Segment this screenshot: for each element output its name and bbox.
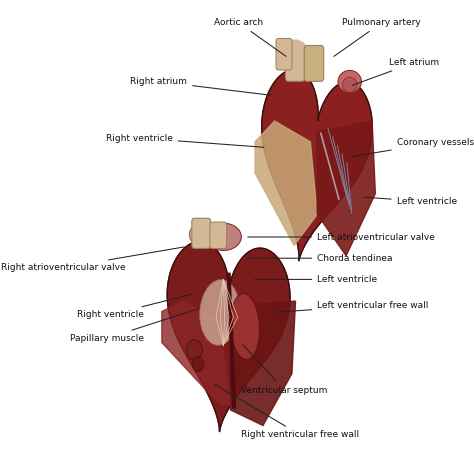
Text: Right ventricular free wall: Right ventricular free wall	[215, 384, 359, 439]
Circle shape	[192, 357, 204, 372]
Circle shape	[186, 340, 202, 360]
FancyBboxPatch shape	[192, 218, 210, 248]
Text: Right atrioventricular valve: Right atrioventricular valve	[1, 247, 184, 272]
Ellipse shape	[338, 70, 362, 93]
Text: Pulmonary artery: Pulmonary artery	[334, 18, 421, 56]
Text: Ventricular septum: Ventricular septum	[241, 345, 328, 395]
Text: Right ventricle: Right ventricle	[106, 134, 264, 147]
FancyBboxPatch shape	[276, 38, 292, 70]
Text: Left atrioventricular valve: Left atrioventricular valve	[248, 233, 435, 241]
Ellipse shape	[200, 280, 240, 345]
FancyBboxPatch shape	[210, 222, 227, 248]
Polygon shape	[317, 121, 375, 256]
Text: Left ventricular free wall: Left ventricular free wall	[277, 301, 428, 312]
Polygon shape	[255, 121, 317, 246]
Ellipse shape	[343, 77, 357, 92]
Text: Left ventricle: Left ventricle	[255, 275, 377, 284]
Ellipse shape	[205, 223, 241, 250]
Text: Left atrium: Left atrium	[352, 58, 439, 85]
FancyBboxPatch shape	[304, 46, 324, 82]
Polygon shape	[262, 70, 372, 261]
Text: Right ventricle: Right ventricle	[77, 294, 191, 319]
Polygon shape	[230, 301, 295, 426]
Ellipse shape	[189, 223, 214, 246]
Text: Coronary vessels: Coronary vessels	[353, 138, 474, 156]
Text: Aortic arch: Aortic arch	[214, 18, 286, 56]
Ellipse shape	[230, 293, 259, 359]
Polygon shape	[162, 301, 230, 405]
Polygon shape	[167, 241, 290, 431]
Text: Right atrium: Right atrium	[130, 77, 271, 95]
Text: Chorda tendinea: Chorda tendinea	[248, 254, 392, 263]
FancyBboxPatch shape	[285, 46, 305, 82]
Text: Papillary muscle: Papillary muscle	[70, 309, 199, 343]
Text: Left ventricle: Left ventricle	[364, 197, 457, 206]
